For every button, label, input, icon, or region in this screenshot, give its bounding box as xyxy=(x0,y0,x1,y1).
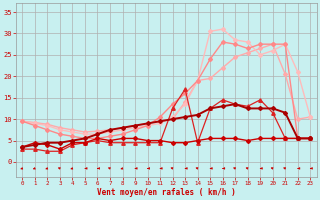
X-axis label: Vent moyen/en rafales ( km/h ): Vent moyen/en rafales ( km/h ) xyxy=(97,188,236,197)
